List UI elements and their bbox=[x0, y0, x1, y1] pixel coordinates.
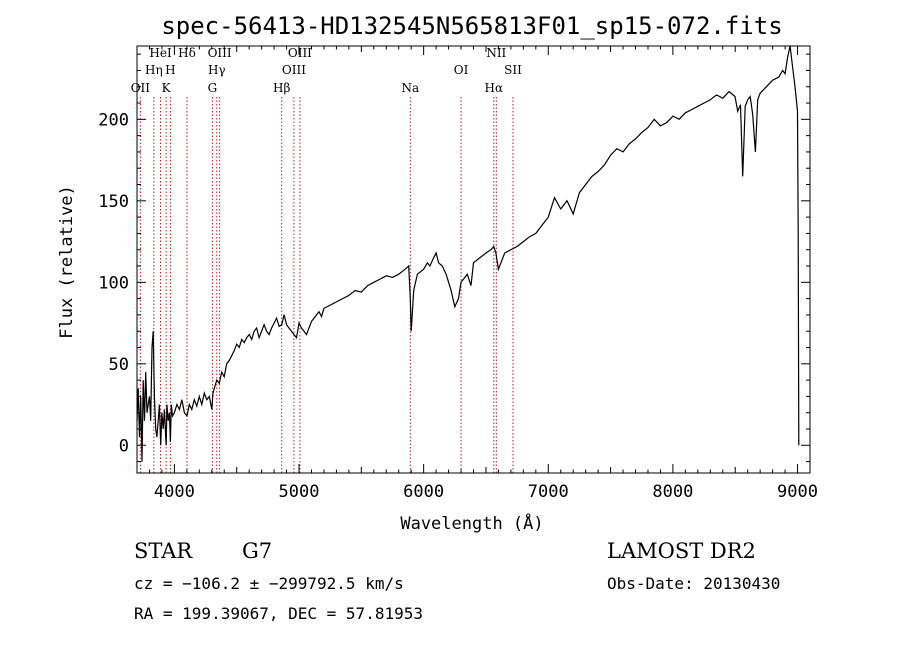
y-axis-ticks: 0 50 100 150 200 bbox=[98, 53, 810, 463]
line-label-1: Hη bbox=[145, 63, 163, 77]
line-label-4: H bbox=[165, 63, 175, 77]
y-tick-label: 150 bbox=[98, 192, 129, 212]
line-label-12: Na bbox=[401, 81, 419, 95]
y-tick-label: 200 bbox=[98, 110, 129, 130]
line-label-15: NII bbox=[486, 46, 506, 60]
line-label-9: Hβ bbox=[273, 81, 290, 95]
line-label-14: Hα bbox=[485, 81, 504, 95]
x-tick-label: 4000 bbox=[154, 482, 195, 502]
y-tick-label: 50 bbox=[109, 355, 129, 375]
line-label-10: OIII bbox=[282, 63, 306, 77]
line-label-3: K bbox=[162, 81, 172, 95]
line-label-13: OI bbox=[454, 63, 469, 77]
plot-frame bbox=[136, 45, 811, 474]
x-tick-label: 9000 bbox=[777, 482, 818, 502]
x-tick-label: 8000 bbox=[652, 482, 693, 502]
x-tick-label: 7000 bbox=[528, 482, 569, 502]
line-label-0: OII bbox=[131, 81, 151, 95]
line-label-16: SII bbox=[504, 63, 522, 77]
y-tick-label: 0 bbox=[119, 436, 129, 456]
x-tick-label: 6000 bbox=[403, 482, 444, 502]
spectrum-line bbox=[136, 45, 800, 462]
line-label-6: G bbox=[208, 81, 218, 95]
x-axis-ticks: 4000 5000 6000 7000 8000 9000 bbox=[148, 46, 818, 502]
ra-dec: RA = 199.39067, DEC = 57.81953 bbox=[134, 604, 423, 623]
x-axis-label: Wavelength (Å) bbox=[400, 512, 543, 534]
object-subclass: G7 bbox=[242, 539, 272, 563]
line-label-8: OIII bbox=[208, 46, 232, 60]
line-label-2: HeI bbox=[149, 46, 172, 60]
y-axis-label: Flux (relative) bbox=[57, 185, 77, 339]
survey-name: LAMOST DR2 bbox=[607, 539, 756, 563]
line-label-7: Hγ bbox=[208, 63, 226, 77]
redshift-cz: cz = −106.2 ± −299792.5 km/s bbox=[134, 574, 404, 593]
line-label-11: OIII bbox=[288, 46, 312, 60]
object-class: STAR bbox=[134, 539, 193, 563]
chart-title: spec-56413-HD132545N565813F01_sp15-072.f… bbox=[161, 12, 782, 40]
y-tick-label: 100 bbox=[98, 273, 129, 293]
line-label-5: Hδ bbox=[178, 46, 196, 60]
spectral-line-markers bbox=[139, 97, 514, 473]
x-tick-label: 5000 bbox=[279, 482, 320, 502]
obs-date: Obs-Date: 20130430 bbox=[607, 574, 780, 593]
